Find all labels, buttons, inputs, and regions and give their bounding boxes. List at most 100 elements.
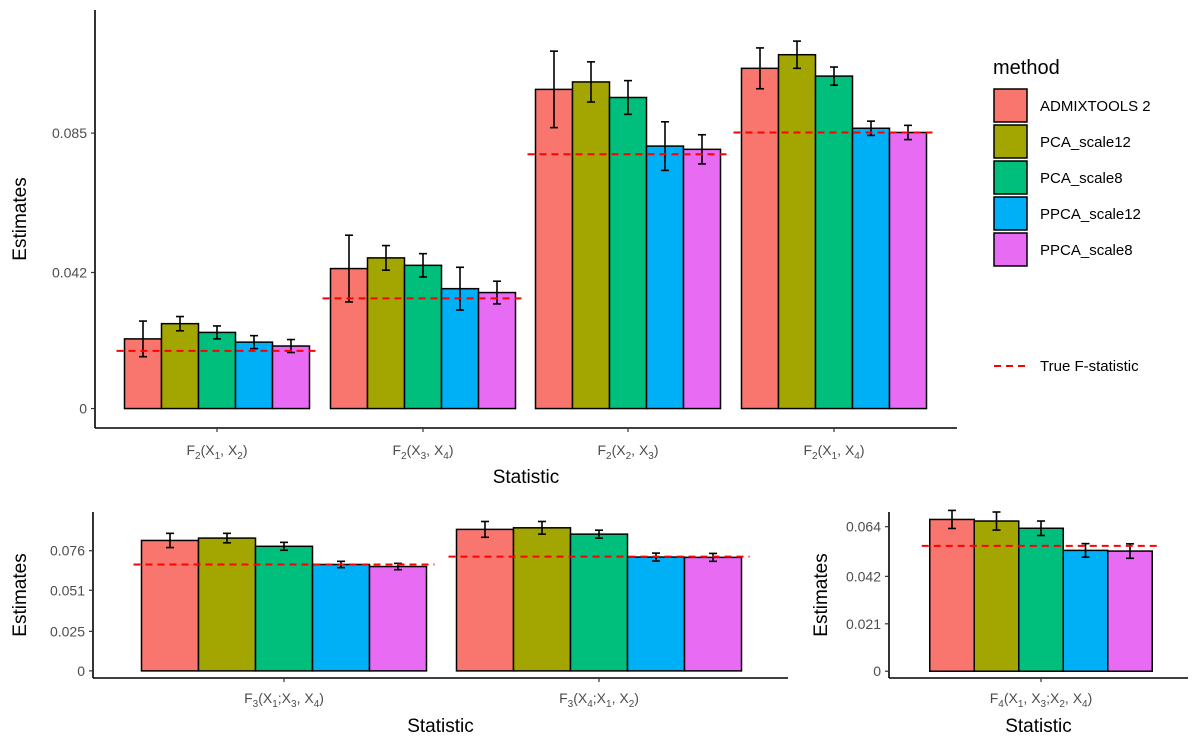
x-tick-label-subscript: 2 [401,451,407,462]
x-tick-label-subscript: 2 [1059,699,1065,710]
x-tick-label-text: ) [634,690,639,706]
bar [477,291,517,410]
legend-swatch [993,196,1028,231]
x-tick-label-subscript: 1 [606,699,612,710]
x-tick-label-text: ( [573,690,578,706]
x-tick-label-text: ) [319,690,324,706]
y-tick-label: 0 [873,663,881,679]
x-tick-label-subscript: 2 [626,451,632,462]
x-tick-label-text: X [597,690,607,706]
bar [645,145,685,410]
x-tick-label-text: ) [860,442,865,458]
bar [366,257,406,410]
y-tick-label: 0.042 [52,264,87,280]
x-tick-label-text: F [803,442,812,458]
x-tick-label-text: , [220,442,228,458]
x-tick-label-text: X [578,690,588,706]
x-tick-label: F4(X1, X3;X2, X4) [990,690,1093,710]
y-tick-label: 0.064 [846,519,881,535]
x-tick-label-subscript: 4 [314,699,320,710]
bar [929,518,975,672]
x-tick-label-text: X [205,442,215,458]
y-tick-label: 0.025 [50,623,85,639]
x-tick-label-text: ( [612,442,617,458]
y-tick-label: 0.021 [846,616,881,632]
x-tick-label-subscript: 2 [629,699,635,710]
x-tick-label-text: F [990,690,999,706]
y-tick-label: 0 [77,663,85,679]
bar [455,528,515,672]
x-tick-label-text: X [304,690,314,706]
legend-swatch [993,232,1028,267]
x-tick-label-text: , [1023,690,1031,706]
x-tick-label-text: F [244,690,253,706]
x-tick-label-text: X [1031,690,1041,706]
x-tick-label-text: ) [243,442,248,458]
x-tick-label-text: X [1050,690,1060,706]
legend-true-label: True F-statistic [1040,358,1139,375]
x-tick-label-text: , [612,690,620,706]
x-tick-label-text: , [1065,690,1073,706]
bar [1018,527,1064,672]
bar [888,131,928,410]
y-tick-label: 0.051 [50,582,85,598]
x-tick-label-text: X [619,690,629,706]
x-tick-label-text: ( [258,690,263,706]
bar [571,81,611,410]
x-tick-label-text: , [631,442,639,458]
x-tick-label-subscript: 4 [854,451,860,462]
x-tick-label: F3(X4;X1, X2) [559,690,639,710]
x-tick-label-text: X [639,442,649,458]
x-tick-label-text: , [837,442,845,458]
x-tick-label-text: F [559,690,568,706]
bar [1062,549,1109,672]
bar [197,537,257,672]
legend-item-label: PPCA_scale12 [1040,206,1141,223]
x-axis-title: Statistic [407,716,474,737]
x-tick-label-text: , [426,442,434,458]
x-axis-title: Statistic [493,467,560,488]
x-tick-label-subscript: 1 [215,451,221,462]
x-tick-label-text: X [434,442,444,458]
x-tick-label: F2(X1, X2) [186,442,247,462]
x-tick-label-subscript: 2 [606,451,612,462]
x-tick-label-text: ( [818,442,823,458]
bar [254,545,314,672]
x-tick-label-text: F [392,442,401,458]
x-tick-label-text: F [186,442,195,458]
y-tick-label: 0.076 [50,543,85,559]
x-tick-label-text: X [411,442,421,458]
legend-swatch [993,160,1028,195]
x-tick-label-subscript: 4 [587,699,593,710]
legend: method ADMIXTOOLS 2 PCA_scale12 PCA_scale8… [993,57,1151,375]
x-tick-label-subscript: 2 [195,451,201,462]
x-tick-label-subscript: 4 [998,699,1004,710]
bar [814,75,854,410]
bar [626,556,686,672]
legend-item-label: ADMIXTOOLS 2 [1040,98,1151,115]
x-tick-label-subscript: 4 [443,451,449,462]
bar [569,533,629,672]
x-tick-label-text: ( [407,442,412,458]
bar [608,96,648,410]
x-tick-label-subscript: 3 [291,699,297,710]
x-tick-label-text: ) [654,442,659,458]
x-tick-label-text: X [263,690,273,706]
bar [683,556,743,672]
bar [140,539,200,672]
legend-item-label: PCA_scale8 [1040,170,1123,187]
x-tick-label-text: ; [1046,690,1050,706]
bar [682,148,722,410]
x-tick-label-subscript: 3 [421,451,427,462]
legend-swatch [993,88,1028,123]
bar [403,264,443,410]
x-tick-label-text: ( [201,442,206,458]
x-tick-label-text: X [1009,690,1019,706]
x-axis-title: Statistic [1005,716,1072,737]
bar [271,345,311,410]
legend-title: method [993,57,1060,79]
bar [512,527,572,672]
